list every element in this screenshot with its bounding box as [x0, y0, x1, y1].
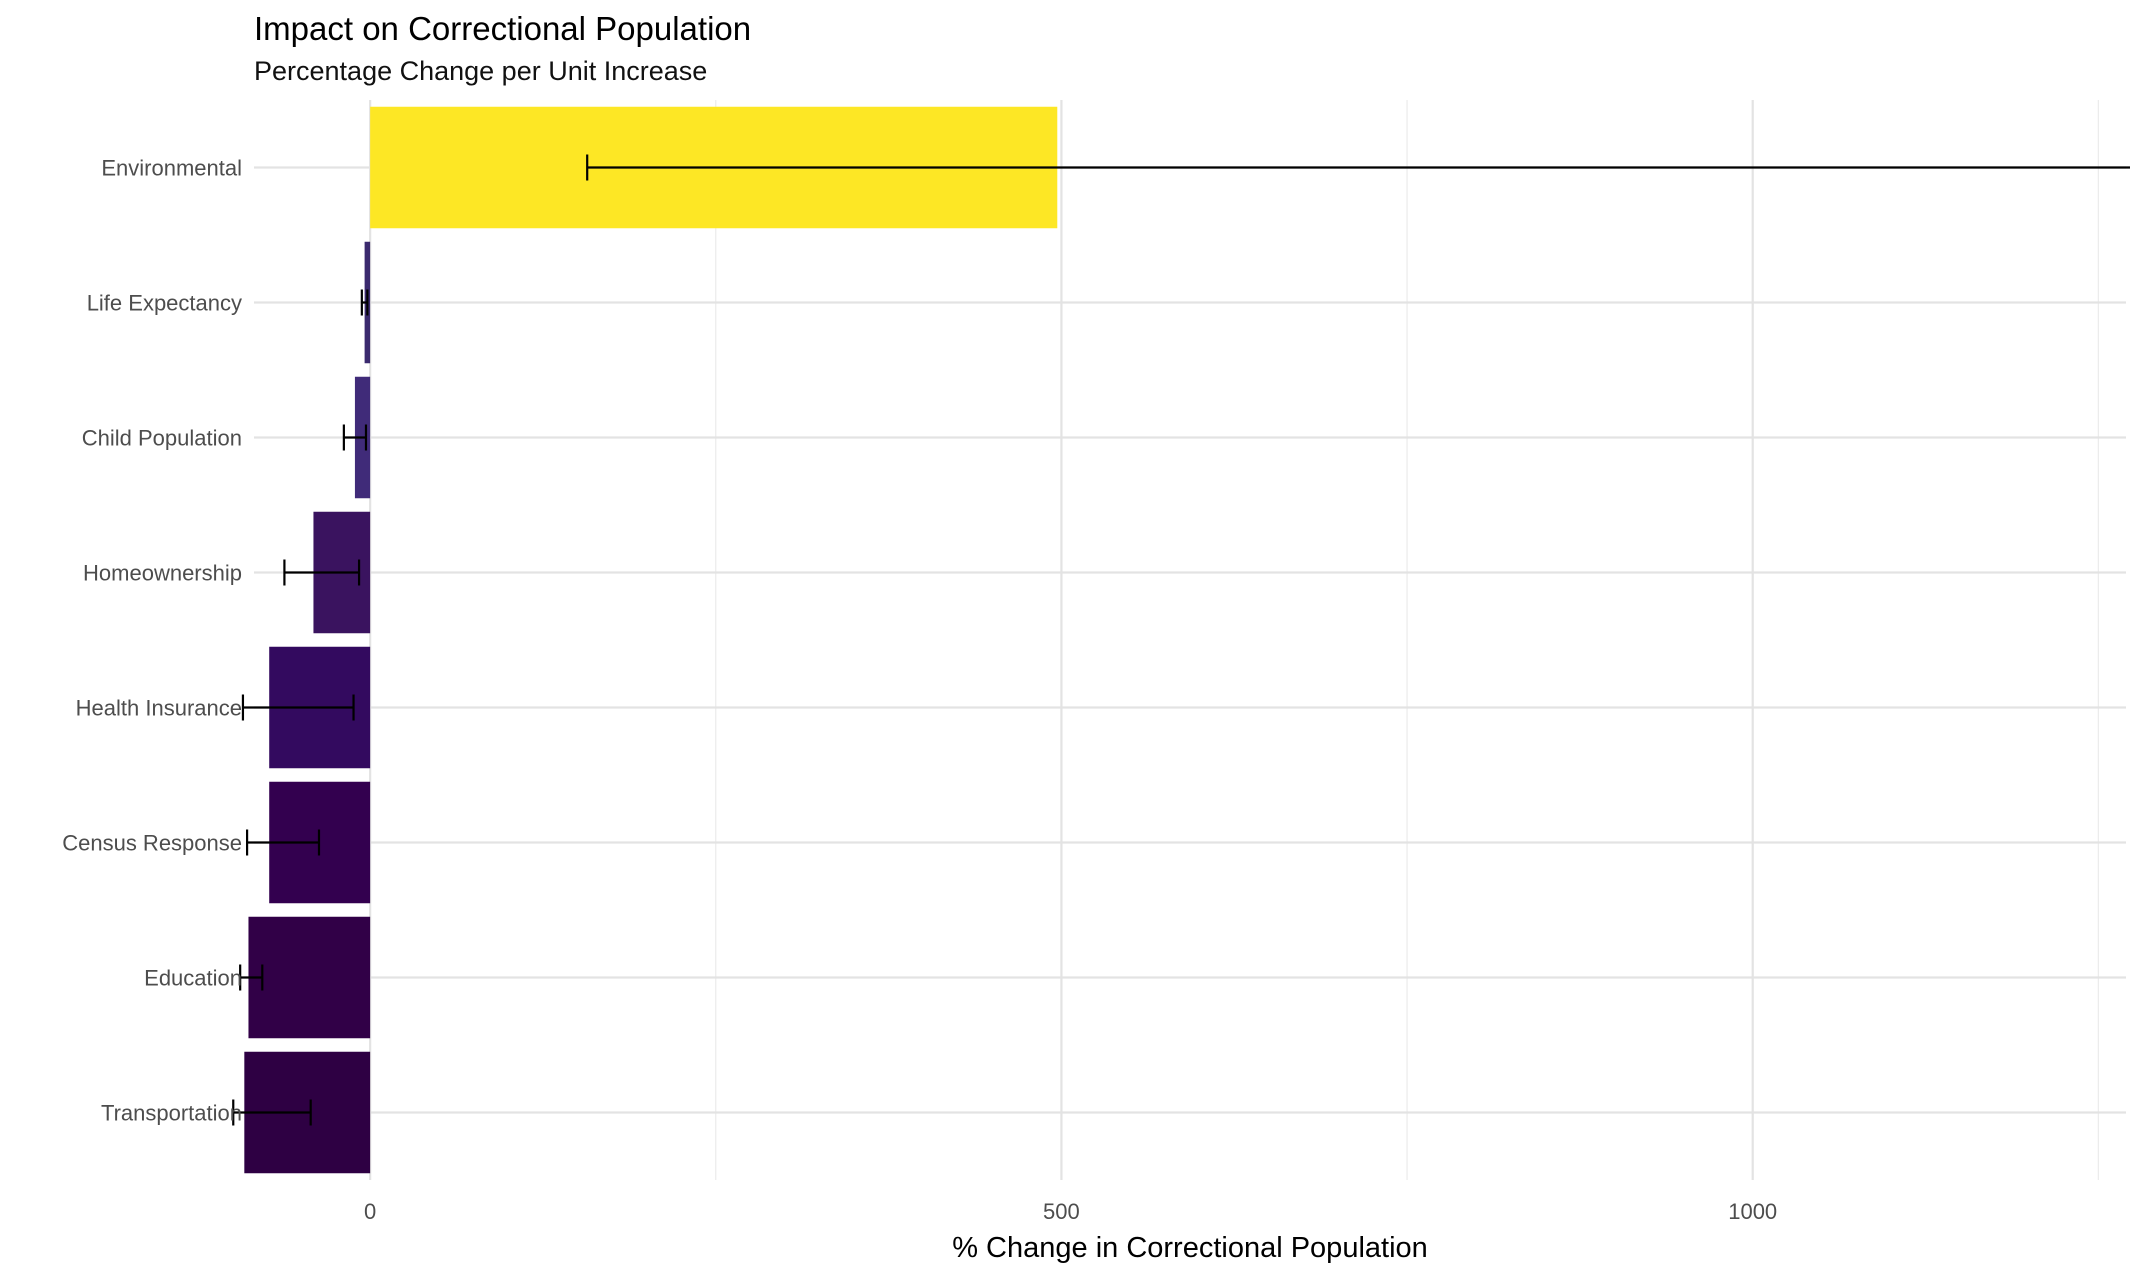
y-tick-label: Environmental: [101, 156, 242, 181]
y-tick-label: Census Response: [62, 831, 242, 856]
x-tick-label: 0: [364, 1199, 376, 1224]
chart-title: Impact on Correctional Population: [254, 10, 752, 47]
y-tick-label: Child Population: [82, 426, 242, 451]
y-tick-label: Education: [144, 966, 242, 991]
y-tick-label: Homeownership: [83, 561, 242, 586]
x-tick-label: 1000: [1728, 1199, 1777, 1224]
chart-subtitle: Percentage Change per Unit Increase: [254, 56, 708, 86]
y-tick-label: Life Expectancy: [87, 291, 242, 316]
y-tick-label: Transportation: [101, 1101, 242, 1126]
bar: [248, 916, 371, 1039]
x-axis-title: % Change in Correctional Population: [952, 1232, 1428, 1264]
y-tick-label: Health Insurance: [76, 696, 242, 721]
x-tick-label: 500: [1043, 1199, 1080, 1224]
